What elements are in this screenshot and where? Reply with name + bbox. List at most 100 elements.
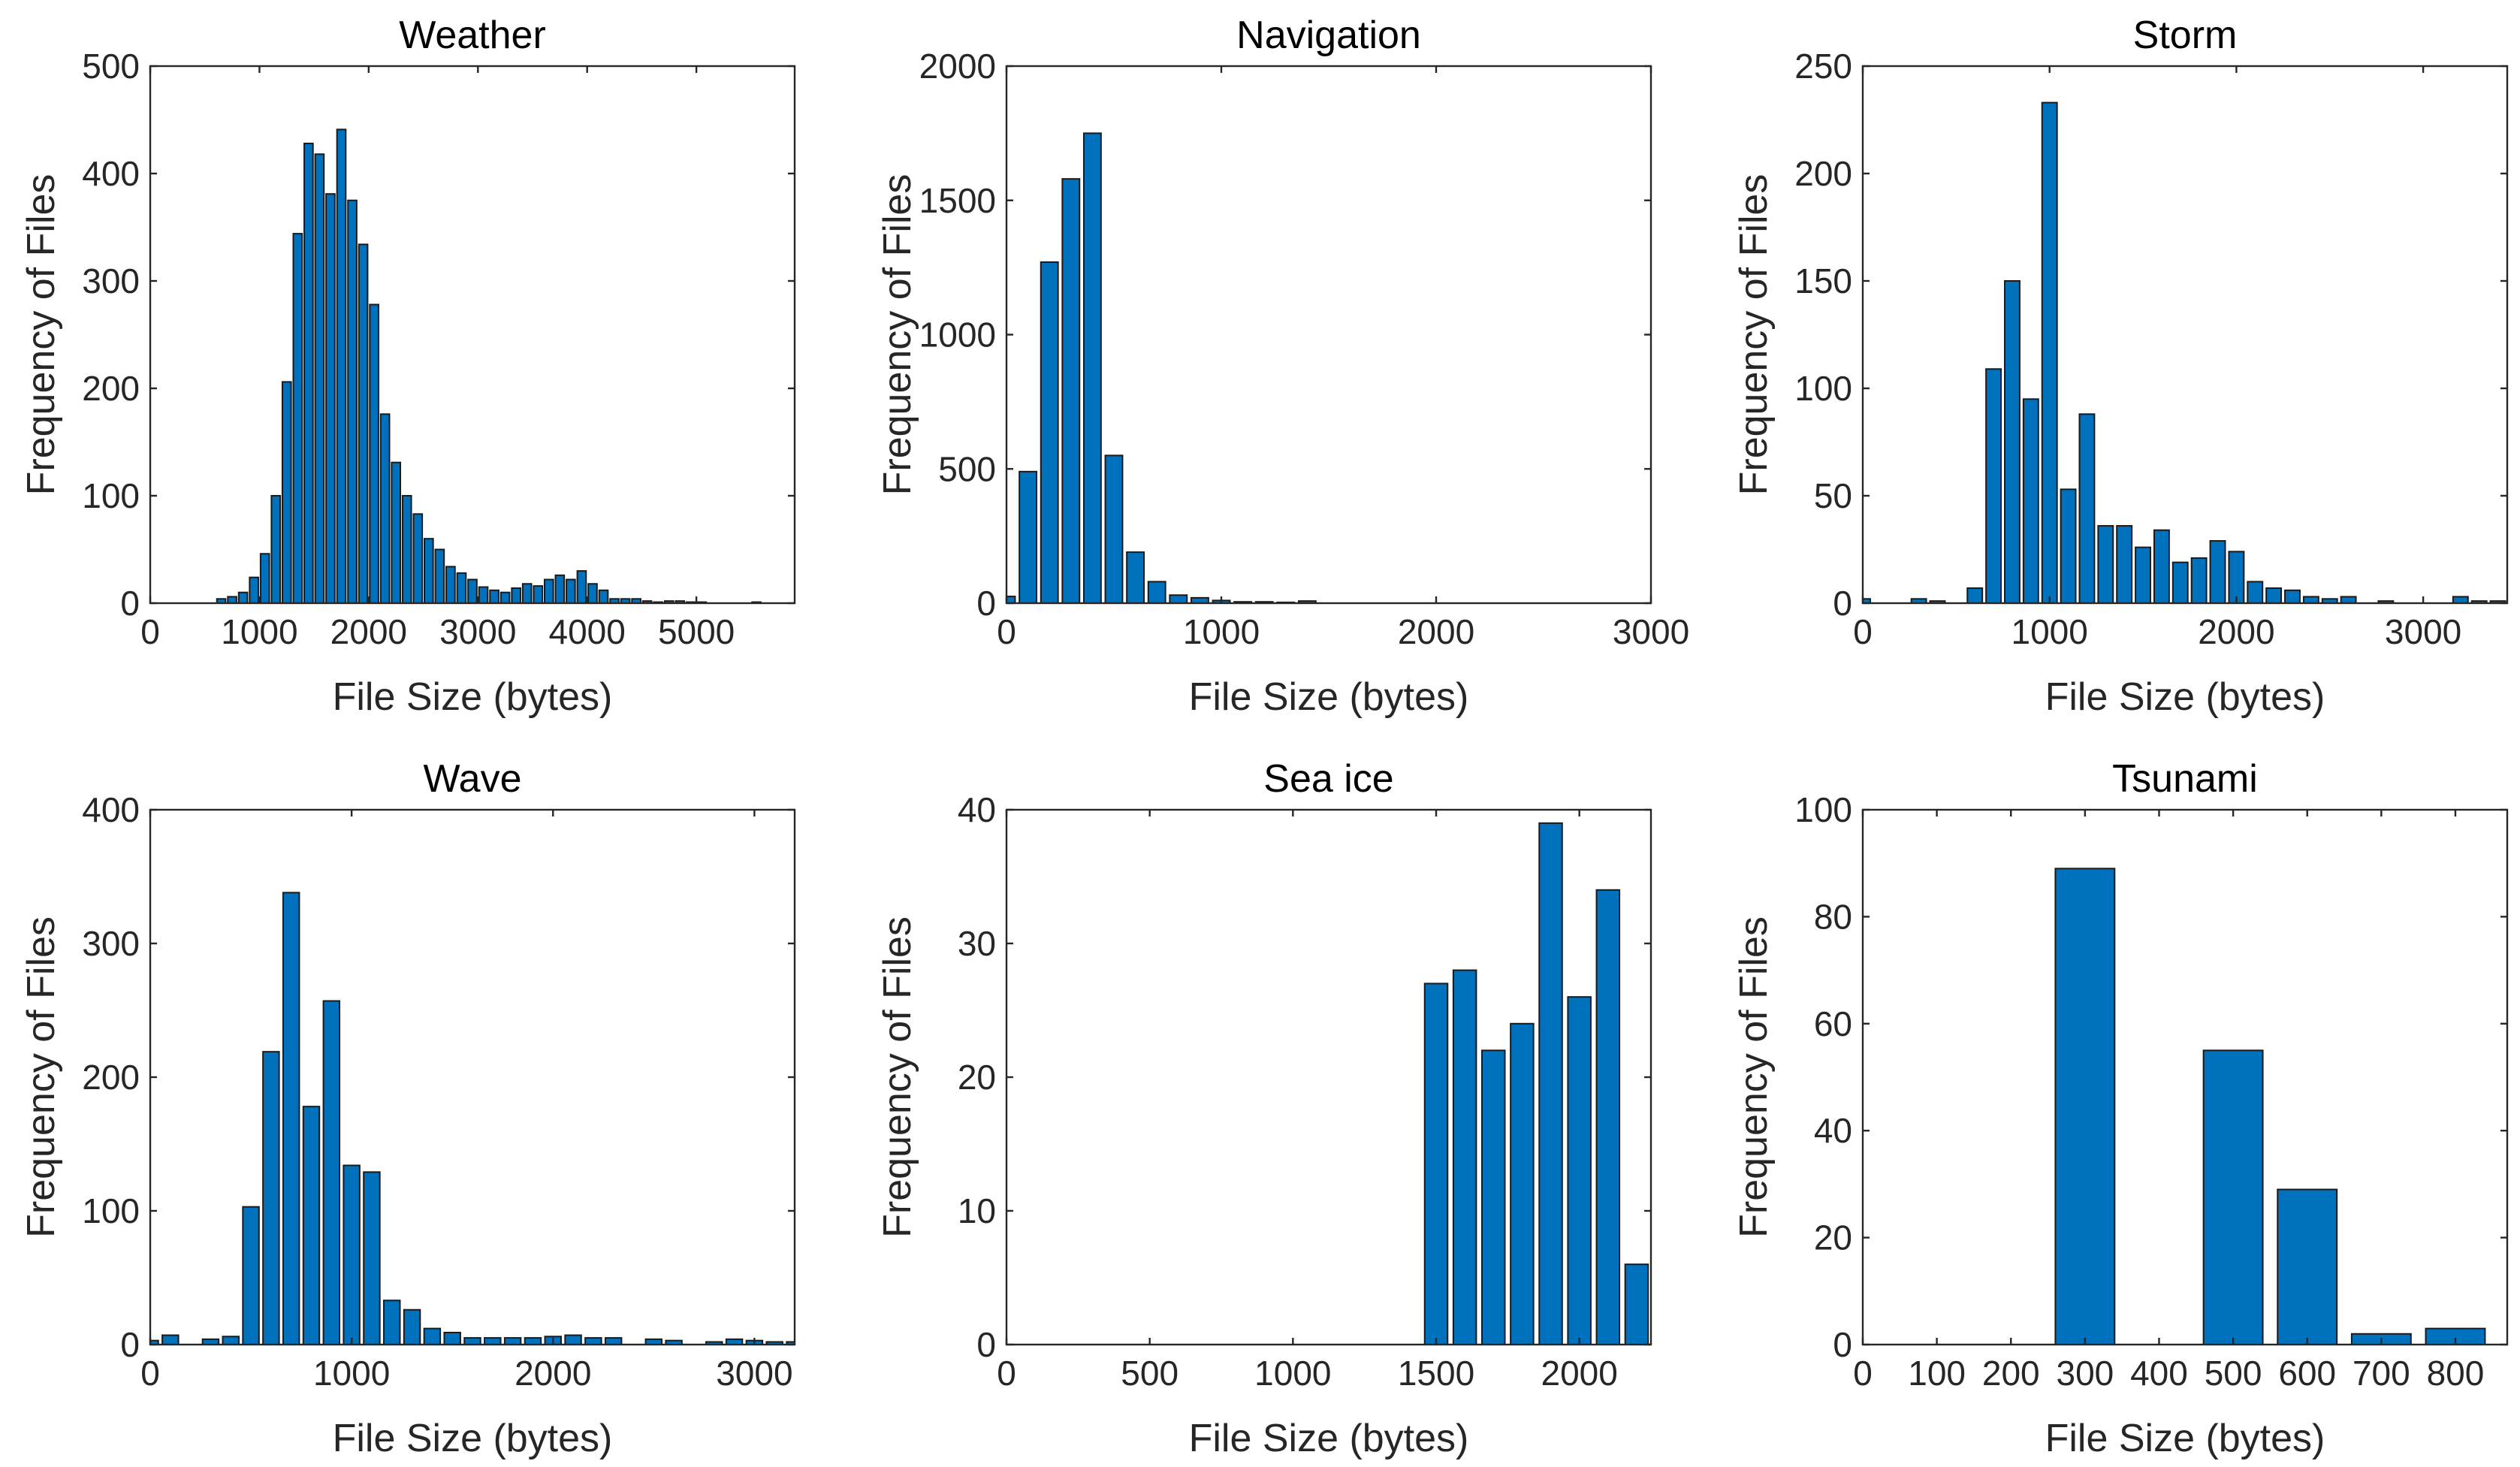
y-tick-label: 100 [1794,790,1852,829]
bars [150,892,795,1345]
bar [665,1339,683,1345]
bar [503,1337,522,1345]
bar [604,1337,623,1345]
bar [2302,596,2319,603]
x-tick-label: 4000 [549,612,626,651]
y-tick-label: 250 [1794,47,1852,86]
bar [281,381,292,603]
x-tick-label: 3000 [716,1354,792,1393]
bar [478,586,489,603]
bar [1567,996,1592,1345]
x-tick-label: 100 [1908,1354,1966,1393]
bar [412,513,424,603]
x-axis-label: File Size (bytes) [333,1417,613,1460]
bar [379,413,391,603]
bar [443,1331,461,1345]
chart-4: 0 500 1000 1500 2000 0 10 20 30 40 Sea ice File Siz… [876,757,1652,1460]
bar [383,1299,401,1345]
x-tick-label: 1000 [221,612,297,651]
bar [2202,1049,2264,1345]
bar [631,598,641,603]
bar [1126,551,1145,603]
bar [1510,1022,1535,1345]
x-tick-label: 5000 [658,612,735,651]
bar [1019,470,1038,603]
bar [1147,581,1166,603]
bar [1910,598,1927,603]
bar [1104,454,1124,603]
bar [641,600,653,603]
x-tick-label: 200 [1982,1354,2040,1393]
bar [270,495,282,603]
bar [322,1000,341,1345]
y-tick-label: 0 [120,1325,140,1364]
bar [543,578,554,603]
bar [620,598,631,603]
chart-5: 0 100 200 300 400 500 600 700 800 0 20 40 60 80 100 Tsu… [1732,757,2509,1460]
bar [1452,969,1477,1345]
bar [249,576,259,603]
bars [1006,132,1317,603]
x-tick-label: 0 [997,1354,1016,1393]
x-tick-label: 700 [2353,1354,2410,1393]
x-tick-label: 1000 [1254,1354,1331,1393]
x-tick-label: 0 [140,1354,160,1393]
y-tick-label: 80 [1814,897,1852,936]
bar [343,1164,361,1345]
bar [554,574,566,603]
x-tick-label: 2000 [515,1354,591,1393]
chart-2: 0 1000 2000 3000 0 50 100 150 200 250 Storm File Si… [1732,14,2509,719]
bar [584,1337,602,1345]
bar [2060,488,2077,603]
y-tick-label: 20 [1814,1218,1852,1257]
bar [369,303,379,603]
x-tick-label: 300 [2056,1354,2114,1393]
y-tick-label: 0 [976,584,996,623]
bar [336,128,347,603]
y-tick-label: 1000 [919,315,996,355]
bar [1985,368,2002,603]
y-tick-label: 200 [1794,154,1852,193]
bar [282,892,300,1345]
chart-title: Weather [399,14,546,57]
bar [663,600,675,603]
y-tick-label: 500 [938,449,996,488]
bar [303,142,314,603]
bars [1863,101,2506,603]
chart-title: Navigation [1236,14,1421,57]
bar [2097,525,2114,603]
bar [358,243,369,603]
bar [2377,600,2395,603]
y-tick-label: 100 [1794,369,1852,408]
axes-frame [1861,65,2509,605]
bar [2489,600,2506,603]
bar [161,1334,180,1345]
y-tick-label: 0 [120,584,140,623]
x-tick-label: 500 [1121,1354,1179,1393]
bar [2228,551,2245,603]
bar [1040,261,1059,603]
y-tick-label: 300 [82,261,140,300]
bar [391,461,402,603]
y-tick-label: 0 [1833,584,1852,623]
bar [725,1338,744,1345]
x-tick-label: 800 [2427,1354,2485,1393]
bar [1423,983,1449,1345]
bar [499,591,511,603]
axes-frame [1005,65,1652,605]
bar [463,1337,481,1345]
chart-title: Tsunami [2112,757,2258,801]
y-tick-label: 0 [976,1325,996,1364]
x-tick-label: 1000 [1183,612,1260,651]
x-tick-label: 600 [2278,1354,2336,1393]
bar [1624,1263,1649,1345]
y-axis-label: Frequency of Files [1732,916,1776,1238]
bar [401,495,412,603]
bar [2153,529,2170,603]
bar [484,1337,502,1345]
y-tick-label: 60 [1814,1004,1852,1043]
bar [1297,600,1317,603]
x-tick-label: 1500 [1398,1354,1474,1393]
x-tick-label: 0 [1853,612,1873,651]
bar [445,566,456,603]
